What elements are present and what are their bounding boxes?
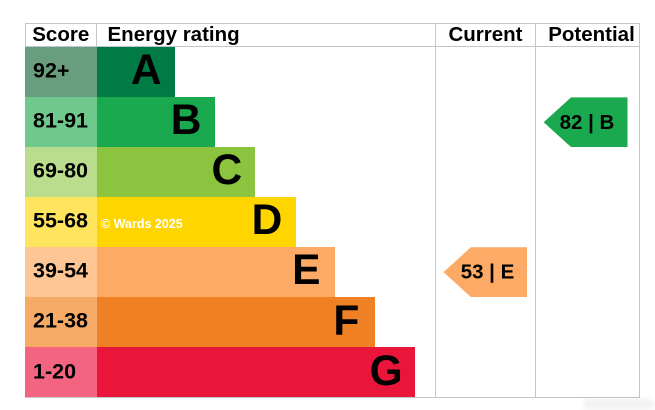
- svg-text:53 | E: 53 | E: [461, 261, 515, 284]
- svg-text:82 | B: 82 | B: [560, 111, 615, 134]
